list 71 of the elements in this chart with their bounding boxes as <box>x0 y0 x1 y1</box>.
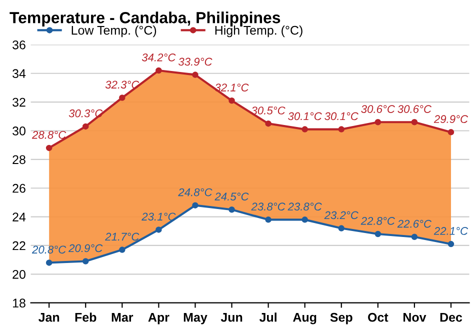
data-label: 30.1°C <box>288 112 322 120</box>
y-tick-label: 32 <box>12 98 26 107</box>
data-label: 32.1°C <box>214 84 249 92</box>
x-tick-label: Dec <box>440 313 462 322</box>
point <box>156 67 162 74</box>
x-tick-label: Aug <box>293 312 316 324</box>
legend-label: Low Temp. (°C) <box>72 26 156 38</box>
data-label: 23.8°C <box>288 202 322 211</box>
point <box>265 120 272 127</box>
data-label: 20.8°C <box>32 246 66 254</box>
point <box>46 260 52 266</box>
point <box>411 234 418 240</box>
y-tick-label: 20 <box>12 270 26 279</box>
data-label: 30.1°C <box>324 112 358 120</box>
point <box>192 202 198 208</box>
x-tick-label: Apr <box>148 313 170 324</box>
legend-label: High Temp. (°C) <box>215 26 302 38</box>
data-label: 24.8°C <box>178 188 212 196</box>
chart-title: Temperature - Candaba, Philippines <box>10 12 280 26</box>
y-tick-label: 22 <box>12 241 26 250</box>
x-tick-label: Jul <box>259 312 276 322</box>
point <box>228 206 235 213</box>
point <box>82 123 89 130</box>
x-tick-label: Mar <box>112 313 134 322</box>
data-label: 30.6°C <box>361 105 396 113</box>
y-tick-label: 28 <box>12 155 26 164</box>
data-label: 28.8°C <box>32 130 66 139</box>
y-tick-label: 36 <box>12 40 26 50</box>
y-tick-label: 34 <box>12 69 26 78</box>
data-label: 24.5°C <box>214 192 249 200</box>
point <box>302 216 308 223</box>
data-label: 20.9°C <box>68 244 103 252</box>
data-label: 22.6°C <box>397 220 432 228</box>
point <box>265 216 272 223</box>
x-tick-label: May <box>184 313 208 324</box>
data-label: 23.8°C <box>251 202 286 211</box>
data-label: 23.1°C <box>142 212 176 221</box>
point <box>448 129 454 136</box>
x-tick-label: Jun <box>220 313 242 322</box>
point <box>374 230 382 238</box>
data-label: 23.2°C <box>324 211 358 220</box>
y-tick-label: 24 <box>12 212 26 222</box>
data-label: 30.5°C <box>252 106 286 114</box>
point <box>338 225 345 232</box>
x-tick-label: Jan <box>38 313 60 322</box>
point <box>192 72 198 78</box>
point <box>302 126 308 132</box>
data-label: 29.9°C <box>434 115 468 124</box>
data-label: 33.9°C <box>178 58 212 66</box>
y-tick-label: 18 <box>13 298 26 308</box>
point <box>374 119 382 126</box>
data-label: 22.1°C <box>434 227 468 235</box>
data-label: 30.6°C <box>398 105 432 113</box>
data-label: 22.8°C <box>360 217 396 225</box>
x-tick-label: Feb <box>75 312 96 322</box>
point <box>338 126 345 132</box>
y-tick-label: 30 <box>12 126 26 136</box>
y-tick-label: 26 <box>12 184 26 193</box>
point <box>46 144 52 152</box>
data-label: 34.2°C <box>142 53 176 62</box>
point <box>228 98 235 104</box>
point <box>448 240 454 248</box>
point <box>119 94 126 101</box>
point <box>82 258 89 264</box>
point <box>119 246 126 253</box>
point <box>156 226 162 233</box>
data-label: 21.7°C <box>105 232 140 241</box>
point <box>411 119 418 126</box>
x-tick-label: Nov <box>403 313 426 322</box>
x-tick-label: Sep <box>330 312 352 324</box>
x-tick-label: Oct <box>368 312 388 322</box>
